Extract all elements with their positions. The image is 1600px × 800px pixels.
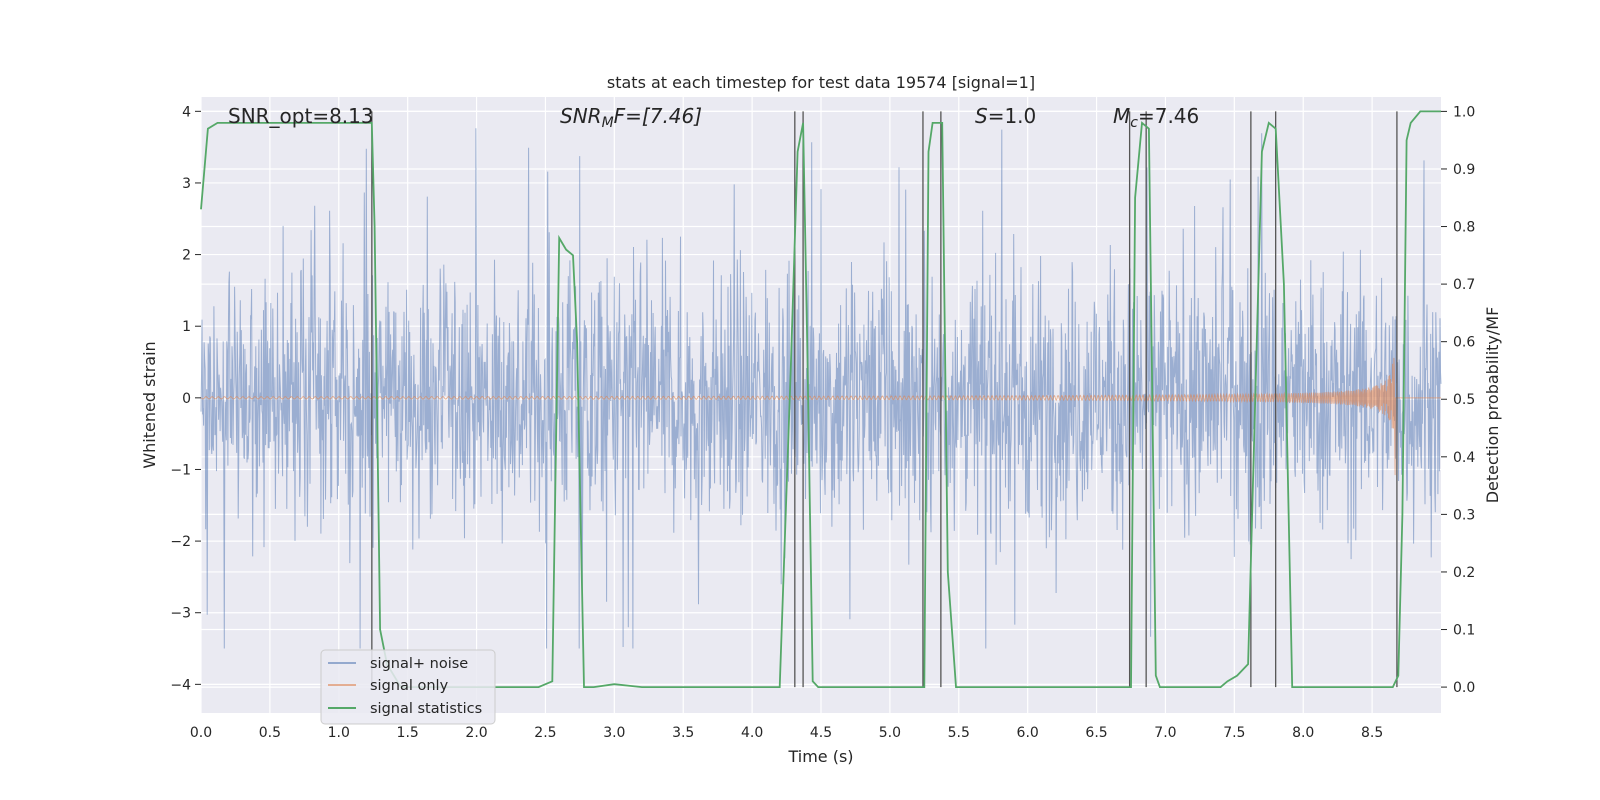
x-tick-label: 7.5 — [1223, 725, 1245, 741]
left-y-tick-label: −3 — [170, 606, 191, 622]
left-y-tick-label: −1 — [170, 462, 191, 478]
x-tick-label: 6.5 — [1085, 725, 1107, 741]
signal-plus-noise-line — [200, 128, 1442, 649]
mc-annotation: Mc=7.46 — [1113, 104, 1199, 131]
right-y-tick-label: 1.0 — [1453, 104, 1475, 120]
right-y-tick-label: 0.8 — [1453, 220, 1475, 236]
mc-subscript: c — [1130, 115, 1138, 131]
x-tick-label: 1.0 — [328, 725, 350, 741]
x-tick-label: 5.5 — [948, 725, 970, 741]
snr-opt-annotation: SNR_opt=8.13 — [228, 104, 374, 128]
x-tick-label: 4.0 — [741, 725, 763, 741]
left-y-tick-label: 2 — [182, 248, 191, 264]
s-value: =1.0 — [988, 104, 1037, 128]
x-tick-label: 5.0 — [879, 725, 901, 741]
x-tick-label: 1.5 — [397, 725, 419, 741]
x-tick-label: 0.5 — [259, 725, 281, 741]
left-y-axis-label: Whitened strain — [140, 341, 159, 468]
left-y-tick-labels: 4 3 2 1 0 −1 −2 −3 −4 — [170, 104, 201, 693]
right-y-tick-label: 0.6 — [1453, 335, 1475, 351]
right-y-tick-label: 0.3 — [1453, 507, 1475, 523]
right-y-tick-labels: 1.0 0.9 0.8 0.7 0.6 0.5 0.4 0.3 0.2 0.1 0.0 — [1441, 104, 1475, 696]
right-y-tick-label: 0.9 — [1453, 162, 1475, 178]
left-y-tick-label: 0 — [182, 391, 191, 407]
x-tick-labels: 0.0 0.5 1.0 1.5 2.0 2.5 3.0 3.5 4.0 4.5 5.0 5.5 6.0 6… — [190, 725, 1383, 741]
snr-mf-annotation: SNRMF=[7.46] — [560, 104, 702, 131]
x-tick-label: 2.0 — [465, 725, 487, 741]
legend-label-signal-only: signal only — [370, 678, 449, 694]
mc-value: =7.46 — [1138, 104, 1199, 128]
legend-label-signal-statistics: signal statistics — [370, 701, 482, 717]
right-y-tick-label: 0.4 — [1453, 450, 1475, 466]
x-tick-label: 4.5 — [810, 725, 832, 741]
x-tick-label: 6.0 — [1017, 725, 1039, 741]
right-y-tick-label: 0.5 — [1453, 392, 1475, 408]
left-y-tick-label: 1 — [182, 319, 191, 335]
x-tick-label: 8.5 — [1361, 725, 1383, 741]
left-y-tick-label: −4 — [170, 677, 191, 693]
snr-mf-subscript: M — [602, 115, 614, 131]
left-y-tick-label: −2 — [170, 534, 191, 550]
legend-label-signal-noise: signal+ noise — [370, 656, 468, 672]
snr-mf-rest: F=[7.46] — [614, 104, 702, 128]
right-y-tick-label: 0.7 — [1453, 277, 1475, 293]
x-tick-label: 7.0 — [1154, 725, 1176, 741]
vertical-markers — [371, 111, 1398, 688]
signal-only-line — [200, 357, 1441, 476]
signal-statistics-line — [200, 110, 1441, 688]
legend-box — [320, 649, 496, 725]
right-y-tick-label: 0.2 — [1453, 565, 1475, 581]
x-tick-label: 0.0 — [190, 725, 212, 741]
signal-statistics-series — [200, 110, 1441, 688]
x-tick-label: 3.5 — [672, 725, 694, 741]
right-y-tick-label: 0.0 — [1453, 680, 1475, 696]
mc-main: M — [1113, 104, 1130, 128]
snr-mf-main: SNR — [560, 104, 602, 128]
right-y-tick-label: 0.1 — [1453, 623, 1475, 639]
x-tick-label: 2.5 — [534, 725, 556, 741]
signal-plus-noise-series — [200, 128, 1442, 649]
left-y-tick-label: 4 — [182, 104, 191, 120]
x-tick-label: 8.0 — [1292, 725, 1314, 741]
right-y-axis-label: Detection probability/MF — [1483, 307, 1502, 504]
x-tick-label: 3.0 — [603, 725, 625, 741]
chart-title: stats at each timestep for test data 195… — [607, 73, 1035, 92]
s-annotation: S=1.0 — [975, 104, 1036, 128]
x-axis-label: Time (s) — [787, 747, 853, 766]
legend: signal+ noise signal only signal statist… — [320, 649, 496, 725]
s-symbol: S — [975, 104, 988, 128]
signal-only-series — [200, 357, 1441, 476]
left-y-tick-label: 3 — [182, 176, 191, 192]
